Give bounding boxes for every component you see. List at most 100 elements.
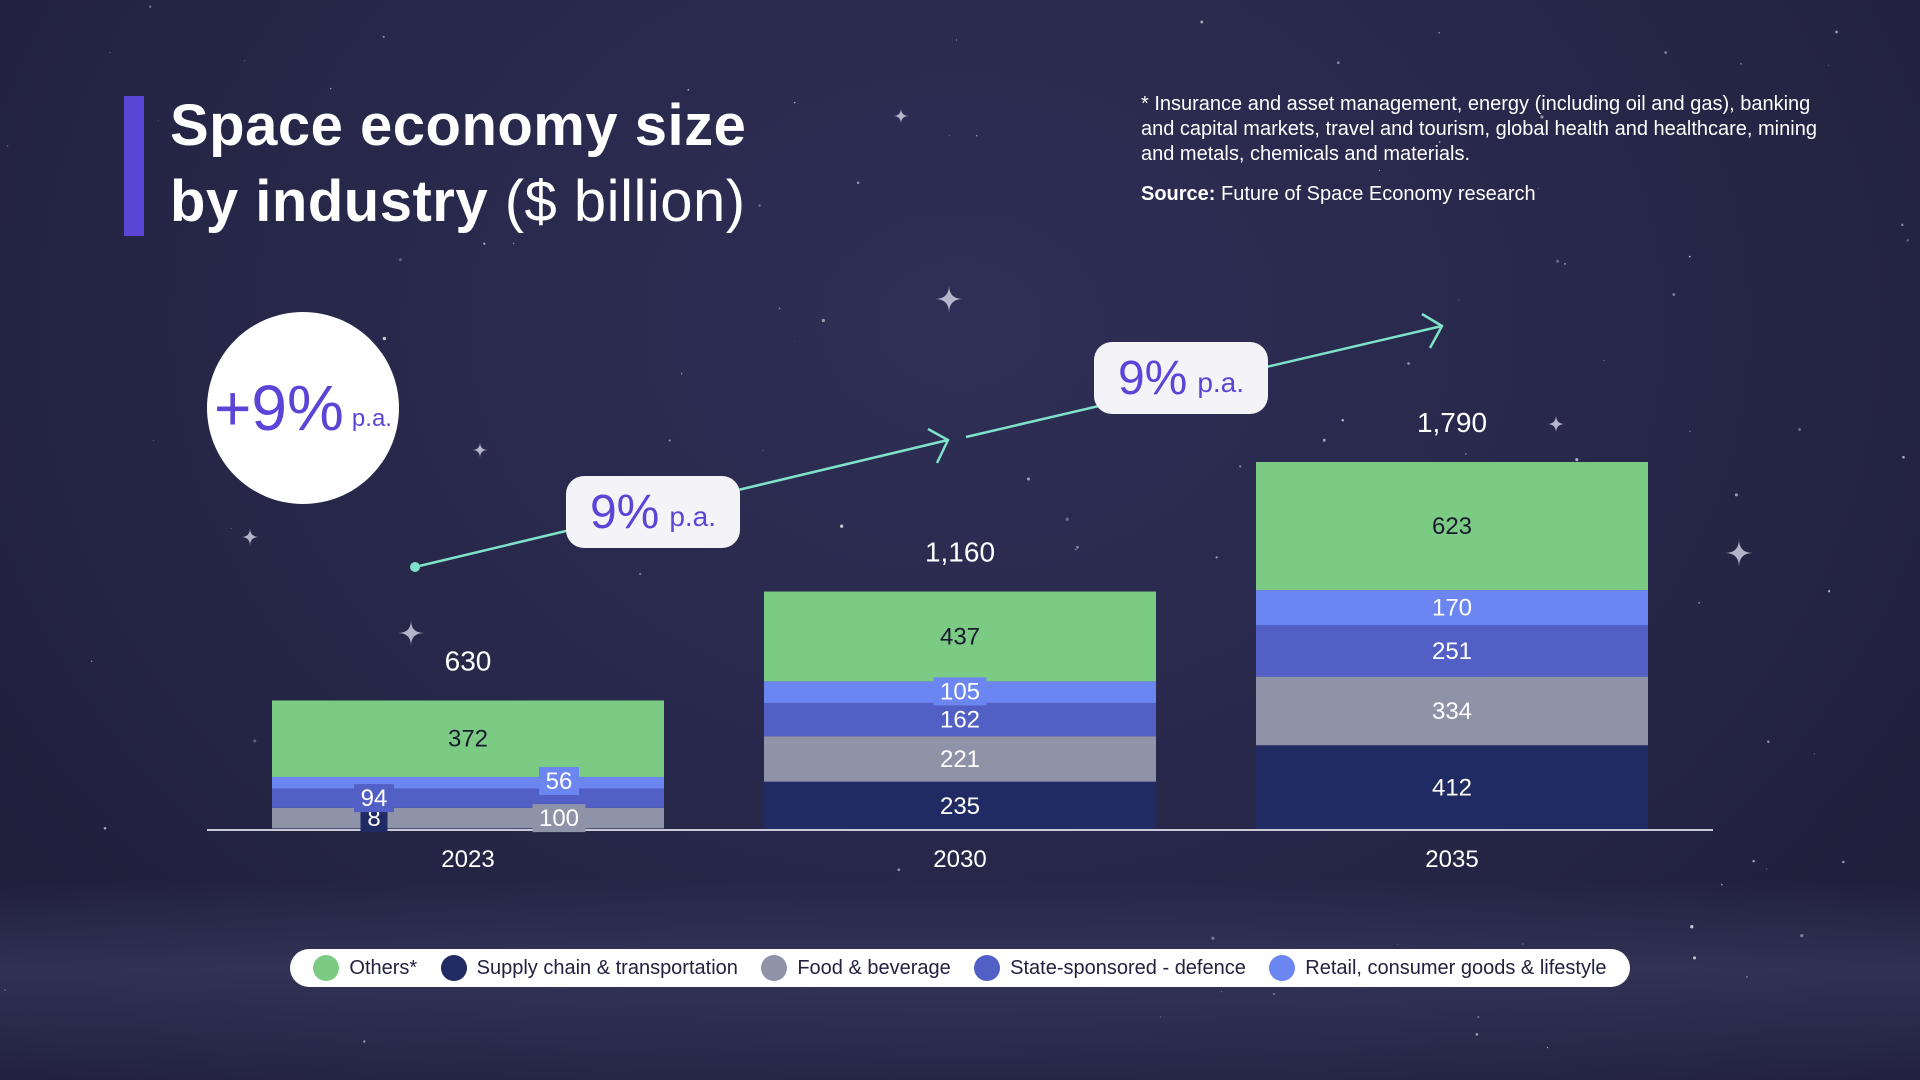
growth-pill-1-value: 9%: [589, 485, 660, 539]
star: [109, 51, 111, 54]
bar-segment: [764, 702, 1156, 737]
source-label: Source:: [1141, 183, 1216, 205]
value-label: 251: [1432, 638, 1472, 665]
star: [1522, 943, 1524, 945]
legend-label-others: Others*: [349, 956, 418, 979]
star: [1752, 859, 1755, 863]
sparkle-star: [241, 528, 259, 546]
growth-rate-circle: +9% p.a.: [207, 312, 399, 504]
star: [1337, 61, 1340, 64]
chart-title: Space economy size by industry ($ billio…: [170, 88, 746, 240]
star: [1475, 1033, 1479, 1036]
star: [1688, 255, 1691, 258]
star: [230, 528, 232, 529]
star: [483, 242, 486, 245]
star: [1800, 933, 1804, 938]
star: [1835, 30, 1838, 34]
star: [6, 145, 9, 147]
star: [821, 318, 826, 323]
star: [1603, 359, 1605, 362]
star: [794, 341, 796, 342]
value-label: 412: [1432, 775, 1472, 802]
title-line-1: Space economy size: [170, 93, 747, 158]
bar-segment: [1256, 625, 1648, 677]
star: [1221, 991, 1222, 993]
x-tick-label: 2030: [933, 846, 986, 873]
arrow-head-1: [927, 427, 950, 464]
star: [1734, 493, 1738, 497]
sparkle-star: [893, 108, 909, 124]
bar-segment: [272, 776, 664, 789]
star: [512, 242, 515, 245]
arrow-head-2: [1421, 312, 1444, 349]
legend-label-food: Food & beverage: [797, 956, 951, 979]
star: [1575, 458, 1579, 462]
legend-item-food: Food & beverage: [761, 955, 951, 981]
star: [948, 135, 950, 136]
title-line-2: by industry ($ billion): [170, 164, 746, 240]
star: [1842, 860, 1845, 864]
sparkle-star: [472, 442, 488, 458]
sparkle-star: [398, 620, 424, 646]
star: [1689, 430, 1691, 432]
star: [897, 868, 901, 872]
star: [4, 989, 6, 991]
bar-segment: [764, 591, 1156, 682]
star: [680, 373, 683, 375]
growth-pill-2-unit: p.a.: [1197, 367, 1245, 398]
legend-label-supply-chain: Supply chain & transportation: [476, 956, 738, 979]
star: [1458, 299, 1460, 301]
bar-segment: [272, 807, 664, 829]
star: [103, 826, 107, 830]
star: [1065, 517, 1069, 521]
value-label: 162: [940, 707, 980, 734]
value-label: 105: [940, 678, 980, 705]
star: [1766, 868, 1768, 870]
star: [1379, 169, 1381, 171]
star: [1664, 51, 1668, 54]
value-label-tag: [933, 677, 987, 706]
sparkle-star: [935, 285, 963, 313]
bar-segment: [1256, 462, 1648, 591]
value-label: 372: [448, 726, 488, 753]
bar-segment: [1256, 676, 1648, 746]
bar-segment: [272, 700, 664, 777]
star: [1397, 943, 1399, 945]
star: [1465, 453, 1467, 455]
star: [1026, 477, 1031, 481]
star: [1341, 419, 1344, 422]
value-label: 235: [940, 793, 980, 820]
star: [382, 336, 387, 341]
title-bold-part: by industry: [170, 169, 489, 234]
star: [329, 87, 332, 90]
chart-legend: Others* Supply chain & transportation Fo…: [290, 949, 1630, 987]
x-tick-label: 2023: [441, 846, 494, 873]
legend-swatch-defence: [974, 955, 1001, 981]
star: [1272, 993, 1276, 996]
value-label: 437: [940, 623, 980, 650]
source-text: Future of Space Economy research: [1221, 183, 1536, 205]
bar-labels: 8 100945637263020232352211621054371,16020…: [354, 407, 1487, 873]
legend-item-supply-chain: Supply chain & transportation: [440, 955, 738, 981]
star: [1680, 128, 1682, 130]
value-label: 56: [546, 768, 573, 795]
star: [1200, 20, 1204, 24]
legend-swatch-retail: [1269, 955, 1296, 981]
star: [1322, 438, 1326, 442]
star: [1236, 148, 1239, 151]
bar-segment: [272, 788, 664, 808]
legend-label-retail: Retail, consumer goods & lifestyle: [1305, 956, 1607, 979]
star: [840, 524, 844, 528]
value-label-tag: [539, 767, 579, 795]
bar-segment: [764, 781, 1156, 830]
star: [1215, 556, 1218, 559]
star: [382, 35, 385, 38]
star: [363, 1040, 366, 1043]
star: [1692, 956, 1697, 960]
star: [1074, 548, 1077, 551]
star: [856, 181, 860, 184]
star: [1555, 259, 1560, 263]
star: [955, 39, 958, 41]
growth-rate-value: +9%: [214, 372, 344, 444]
bar-segment: [1256, 745, 1648, 830]
